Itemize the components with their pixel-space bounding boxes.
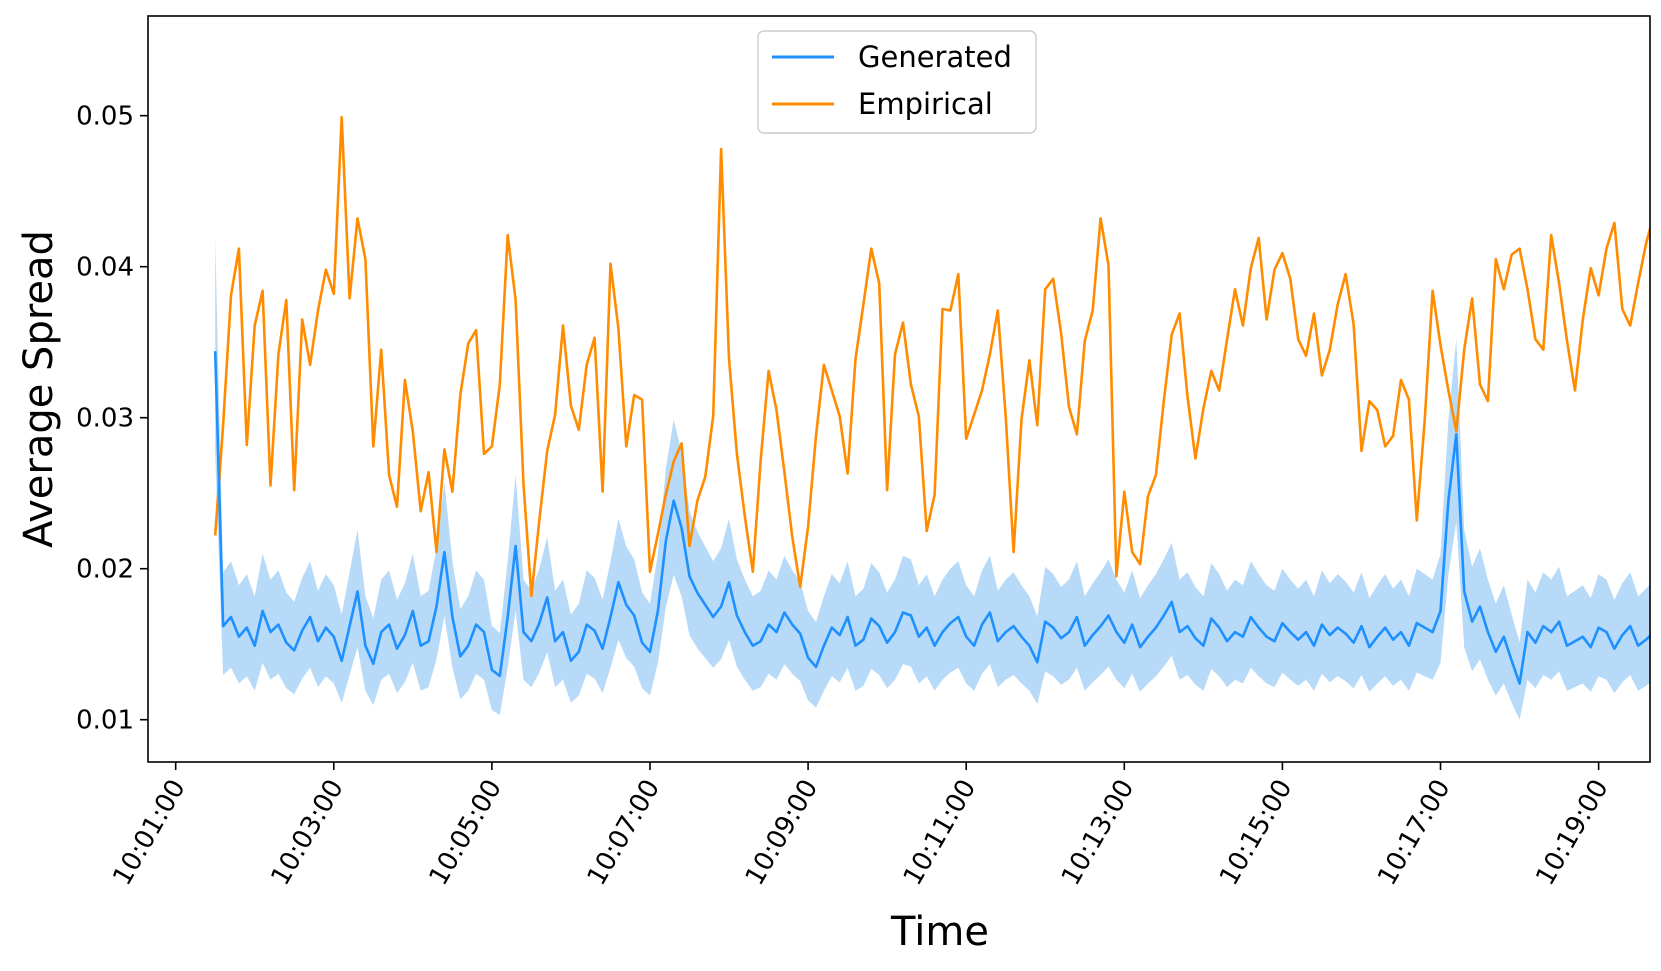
y-tick-label: 0.01 [76, 706, 134, 736]
legend-label-empirical: Empirical [858, 87, 993, 121]
y-tick-label: 0.04 [76, 253, 134, 283]
y-tick-label: 0.02 [76, 555, 134, 585]
y-tick-label: 0.03 [76, 404, 134, 434]
plot-frame [147, 15, 1651, 763]
series-layer [213, 115, 1650, 685]
generated-confidence-band [215, 237, 1650, 720]
y-axis-label: Average Spread [16, 230, 62, 548]
y-tick-label: 0.05 [76, 102, 134, 132]
legend: Generated Empirical [757, 30, 1037, 134]
generated-confidence-band-layer [215, 237, 1650, 720]
legend-label-generated: Generated [858, 40, 1012, 74]
series-line-generated [213, 351, 1650, 685]
x-axis-label: Time [890, 909, 989, 955]
y-axis: 0.01 0.02 0.03 0.04 0.05 [76, 102, 148, 736]
series-line-empirical [213, 115, 1650, 598]
